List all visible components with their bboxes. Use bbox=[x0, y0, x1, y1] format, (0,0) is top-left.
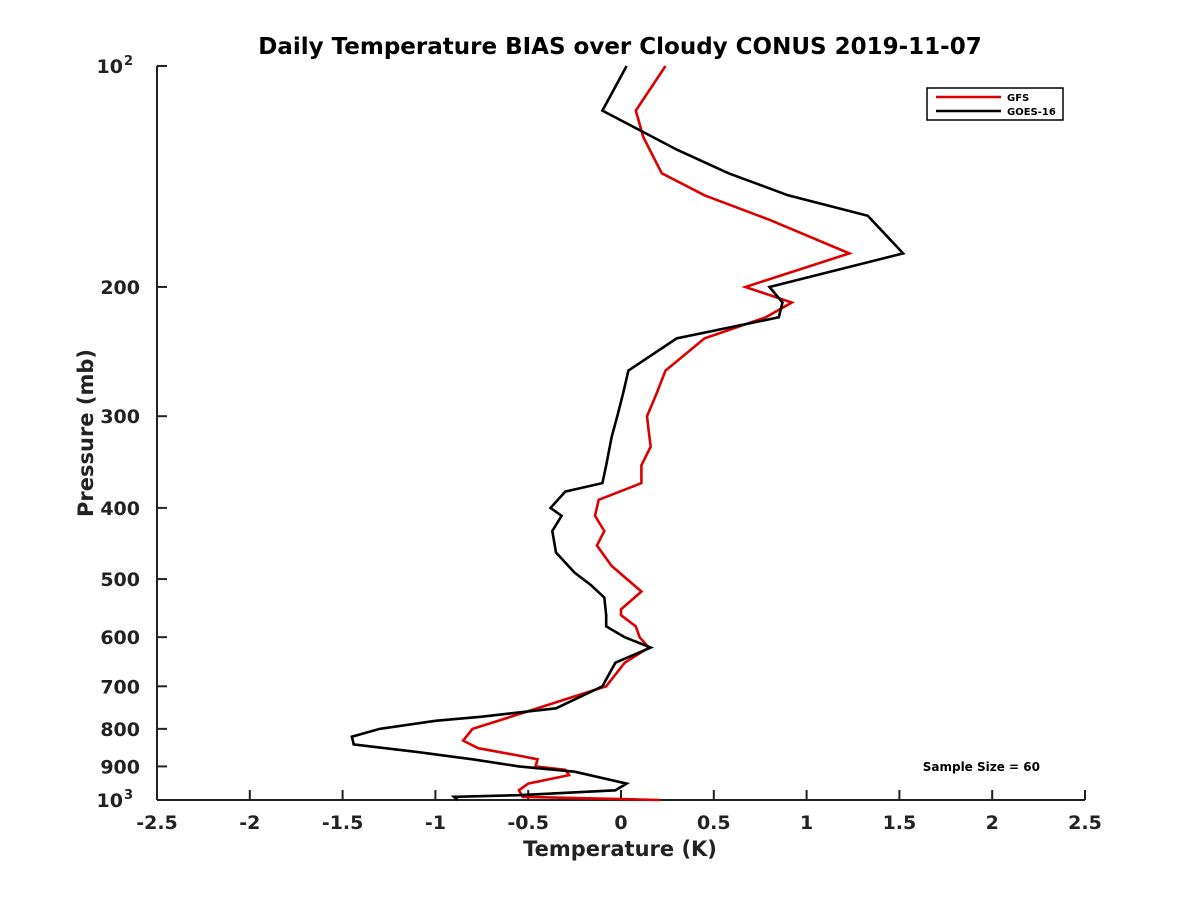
x-tick-label: -2.5 bbox=[136, 812, 178, 834]
y-tick-label: 900 bbox=[100, 756, 140, 778]
x-tick-label: 0.5 bbox=[697, 812, 731, 834]
x-tick-label: 1.5 bbox=[883, 812, 917, 834]
legend: GFS GOES-16 bbox=[926, 87, 1064, 121]
chart-title: Daily Temperature BIAS over Cloudy CONUS… bbox=[258, 34, 981, 60]
y-tick-label: 500 bbox=[100, 569, 140, 591]
legend-label-gfs: GFS bbox=[1007, 93, 1029, 104]
y-tick-label: 10 bbox=[97, 790, 123, 812]
y-tick-label: 400 bbox=[100, 498, 140, 520]
y-tick-label-exponent: 2 bbox=[124, 54, 133, 69]
y-tick-label: 600 bbox=[100, 627, 140, 649]
x-tick-label: 1 bbox=[800, 812, 813, 834]
legend-box bbox=[926, 87, 1064, 121]
series-line-gfs bbox=[461, 65, 854, 802]
y-tick-label: 800 bbox=[100, 719, 140, 741]
x-tick-label: 0 bbox=[614, 812, 627, 834]
x-tick-label: -0.5 bbox=[507, 812, 549, 834]
y-tick-label: 300 bbox=[100, 406, 140, 428]
sample-size-annotation: Sample Size = 60 bbox=[923, 760, 1040, 774]
y-tick-label-exponent: 3 bbox=[124, 788, 133, 803]
series-line-goes-16 bbox=[350, 65, 906, 801]
legend-label-goes-16: GOES-16 bbox=[1007, 107, 1056, 118]
x-axis-label: Temperature (K) bbox=[523, 837, 717, 861]
x-tick-label: -2 bbox=[239, 812, 260, 834]
y-tick-label: 200 bbox=[100, 277, 140, 299]
plot-area: -2.5 -2 -1.5 -1 -0.5 0 0.5 1 1.5 2 2.510 2200300400… bbox=[97, 54, 1102, 834]
y-tick-label: 700 bbox=[100, 676, 140, 698]
y-tick-label: 10 bbox=[97, 56, 123, 78]
x-tick-label: -1 bbox=[425, 812, 446, 834]
x-tick-label: 2.5 bbox=[1068, 812, 1102, 834]
x-tick-label: -1.5 bbox=[322, 812, 364, 834]
x-tick-label: 2 bbox=[986, 812, 999, 834]
y-axis-label: Pressure (mb) bbox=[74, 349, 98, 517]
